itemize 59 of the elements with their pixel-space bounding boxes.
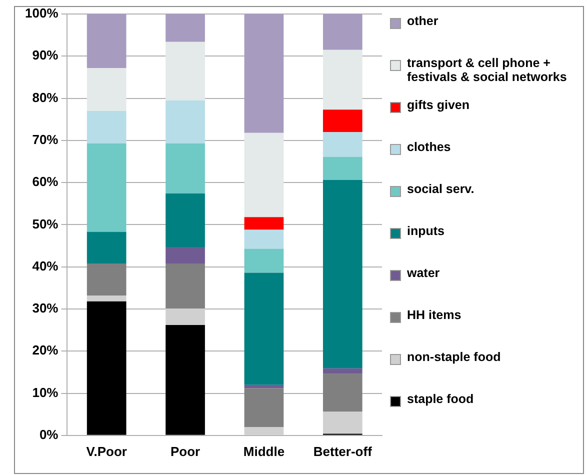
- bar: [322, 374, 362, 412]
- bar: [244, 230, 284, 249]
- bar: [86, 14, 126, 68]
- y-tick-label: 50%: [32, 216, 59, 232]
- bar: [166, 194, 205, 248]
- y-tick-label: 80%: [32, 90, 59, 105]
- bar: [86, 68, 126, 111]
- legend-label: other: [407, 14, 438, 28]
- y-tick-label: 60%: [32, 174, 59, 190]
- bar: [244, 217, 284, 230]
- bar: [244, 132, 284, 218]
- y-tick-label: 90%: [32, 48, 59, 63]
- bar: [244, 388, 284, 427]
- legend-label: transport & cell phone + festivals & social networks: [407, 56, 568, 84]
- bar: [322, 132, 362, 157]
- bar: [86, 295, 126, 302]
- bar: [322, 412, 362, 434]
- legend-label: water: [407, 266, 440, 280]
- y-tick-label: 20%: [32, 342, 59, 358]
- bar: [166, 42, 205, 100]
- bar: [322, 50, 362, 110]
- bar: [86, 301, 126, 435]
- x-tick-label: Better-off: [313, 444, 373, 459]
- bar: [166, 308, 205, 325]
- bar: [86, 263, 126, 296]
- bar: [166, 263, 205, 309]
- bar: [244, 14, 284, 133]
- bar: [244, 248, 284, 273]
- bar: [86, 143, 126, 232]
- bar: [166, 247, 205, 264]
- legend-label: clothes: [407, 140, 451, 154]
- bar: [244, 272, 284, 385]
- x-tick-label: Poor: [170, 444, 200, 459]
- y-tick-label: 10%: [32, 384, 59, 400]
- bar: [322, 156, 362, 180]
- legend-label: staple food: [407, 392, 474, 406]
- legend-label: non-staple food: [407, 350, 501, 364]
- bar: [322, 14, 362, 50]
- bar: [322, 368, 362, 374]
- y-tick-label: 30%: [32, 300, 59, 316]
- y-tick-label: 40%: [32, 258, 59, 274]
- bar: [166, 143, 205, 194]
- bar: [166, 324, 205, 435]
- bar: [86, 110, 126, 144]
- bar: [244, 426, 284, 435]
- bar: [322, 110, 362, 132]
- bar: [322, 180, 362, 368]
- legend-label: social serv.: [407, 182, 474, 196]
- y-tick-label: 0%: [39, 426, 59, 442]
- legend-label: gifts given: [407, 98, 470, 112]
- x-tick-label: Middle: [243, 444, 285, 459]
- bar: [86, 232, 126, 264]
- x-tick-label: V.Poor: [86, 444, 127, 459]
- bar: [166, 100, 205, 144]
- y-tick-label: 100%: [25, 6, 59, 21]
- legend-label: HH items: [407, 308, 462, 322]
- y-tick-label: 70%: [32, 132, 59, 147]
- bar: [166, 14, 205, 42]
- legend-label: inputs: [407, 224, 444, 238]
